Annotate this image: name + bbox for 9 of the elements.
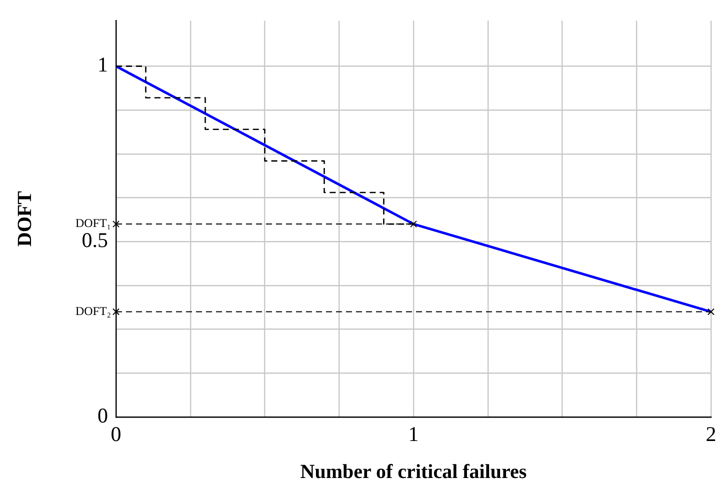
y-tick-label: 1	[98, 52, 108, 77]
y-tick-label: 0.5	[82, 228, 108, 252]
x-tick-label: 1	[408, 422, 419, 446]
y-axis-title: DOFT	[14, 190, 36, 247]
y-tick-label: 0	[98, 404, 108, 428]
x-axis-title: Number of critical failures	[300, 461, 527, 484]
x-tick-label: 2	[706, 422, 716, 446]
ref-line-label: DOFT₁	[75, 216, 111, 230]
ref-line-label: DOFT₂	[75, 304, 111, 318]
